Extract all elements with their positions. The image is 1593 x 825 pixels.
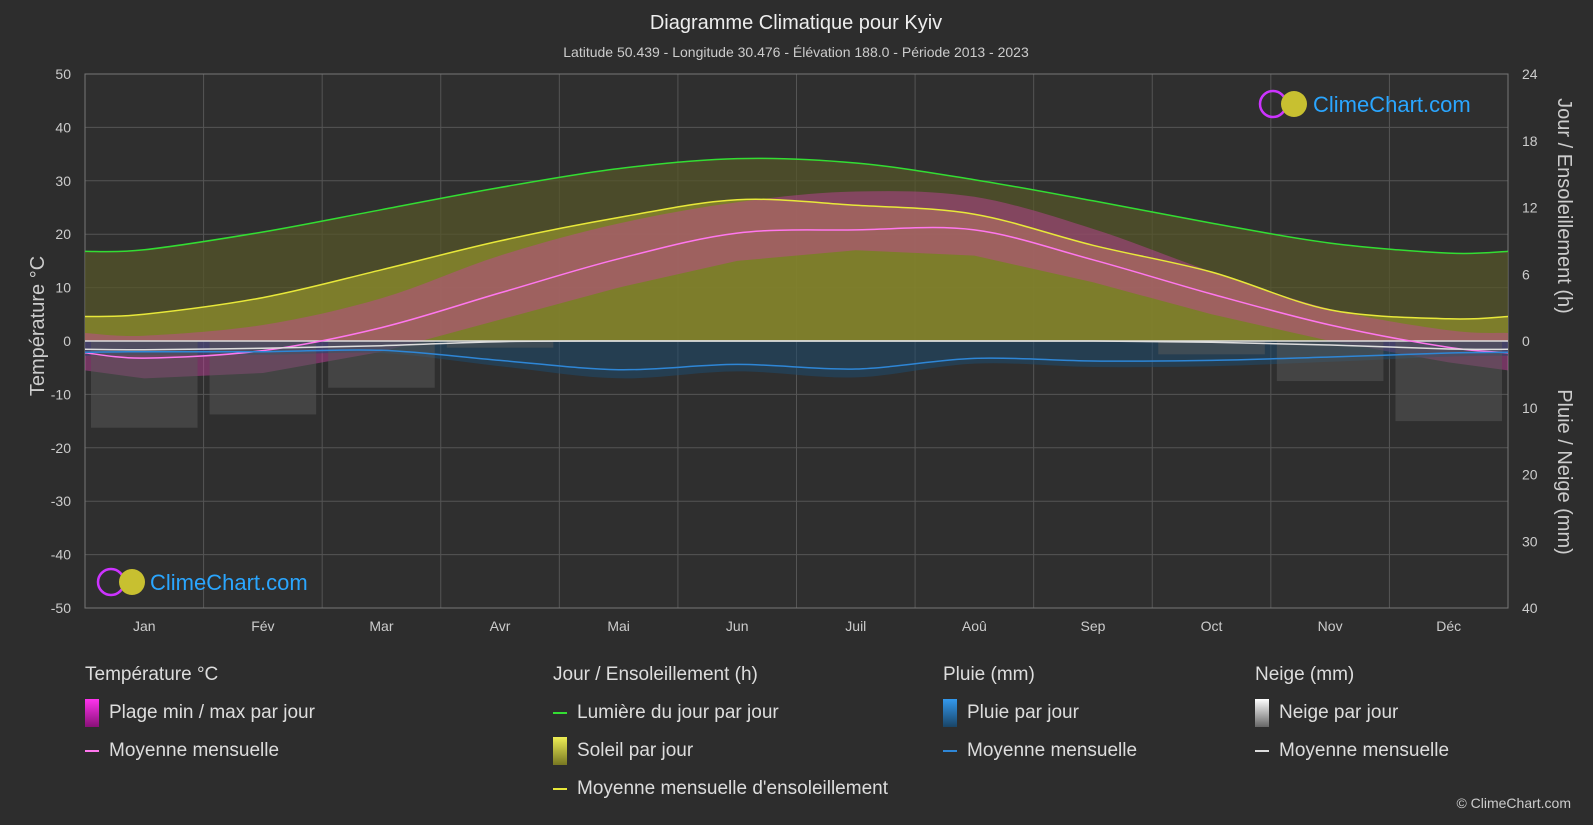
legend-snow-title: Neige (mm) [1255, 664, 1355, 685]
rain-band [85, 341, 1508, 379]
copyright: © ClimeChart.com [1456, 795, 1571, 811]
y-left-tick-label: -40 [51, 547, 71, 563]
legend-item-sunshine: Soleil par jour [553, 736, 888, 766]
legend-item-temp-range: Plage min / max par jour [85, 698, 315, 728]
x-tick-label: Mar [369, 618, 393, 634]
legend-label: Pluie par jour [967, 702, 1079, 723]
legend-item-rain-mean: Moyenne mensuelle [943, 736, 1137, 766]
y-right-bottom-tick-label: 20 [1522, 467, 1538, 483]
legend: Température °C Plage min / max par jour … [0, 660, 1593, 825]
x-tick-label: Jun [726, 618, 749, 634]
y-right-top-tick-label: 24 [1522, 66, 1538, 82]
x-tick-label: Avr [490, 618, 511, 634]
legend-sun-title: Jour / Ensoleillement (h) [553, 664, 758, 685]
snow-bar [91, 341, 198, 428]
logo-top: ClimeChart.com [1258, 89, 1471, 119]
legend-item-snow: Neige par jour [1255, 698, 1449, 728]
snow-mean-line [84, 340, 1509, 351]
swatch-temp-mean [85, 750, 99, 752]
swatch-snow-mean [1255, 750, 1269, 752]
y-left-tick-label: 30 [55, 173, 71, 189]
legend-rain-title: Pluie (mm) [943, 664, 1035, 685]
legend-label: Neige par jour [1279, 702, 1399, 723]
swatch-temp-range [85, 699, 99, 727]
legend-label: Moyenne mensuelle d'ensoleillement [577, 778, 888, 799]
y-right-top-tick-label: 12 [1522, 200, 1538, 216]
x-tick-label: Sep [1080, 618, 1105, 634]
swatch-sunshine-mean [553, 788, 567, 790]
legend-item-sunshine-mean: Moyenne mensuelle d'ensoleillement [553, 774, 888, 804]
y-left-tick-label: 20 [55, 226, 71, 242]
logo-sun-icon [119, 569, 145, 595]
chart-title: Diagramme Climatique pour Kyiv [650, 12, 942, 34]
legend-label: Lumière du jour par jour [577, 702, 779, 723]
y-right-bottom-tick-label: 40 [1522, 600, 1538, 616]
legend-rain: Pluie (mm) Pluie par jour Moyenne mensue… [943, 660, 1137, 774]
legend-label: Soleil par jour [577, 740, 694, 761]
y-left-tick-label: -50 [51, 600, 71, 616]
legend-item-temp-mean: Moyenne mensuelle [85, 736, 315, 766]
sunshine-band [85, 199, 1508, 341]
temperature-range-band [85, 191, 1508, 379]
legend-temperature: Température °C Plage min / max par jour … [85, 660, 315, 774]
logo-bottom: ClimeChart.com [96, 567, 308, 597]
rain-mean-line [84, 349, 1509, 371]
legend-label: Moyenne mensuelle [967, 740, 1138, 761]
temperature-mean-line [84, 226, 1509, 359]
swatch-rain-mean [943, 750, 957, 752]
legend-sun: Jour / Ensoleillement (h) Lumière du jou… [553, 660, 888, 812]
sunshine-mean-line [84, 198, 1509, 320]
climate-chart: Diagramme Climatique pour Kyiv Latitude … [27, 12, 1575, 634]
y-right-bottom-label: Pluie / Neige (mm) [1553, 389, 1575, 555]
y-left-tick-label: 10 [55, 280, 71, 296]
legend-item-daylight: Lumière du jour par jour [553, 698, 888, 728]
x-tick-label: Fév [251, 618, 274, 634]
x-tick-label: Mai [607, 618, 630, 634]
daylight-line [84, 157, 1509, 255]
legend-label: Plage min / max par jour [109, 702, 315, 723]
legend-snow: Neige (mm) Neige par jour Moyenne mensue… [1255, 660, 1449, 774]
y-right-top-tick-label: 18 [1522, 133, 1538, 149]
x-tick-label: Aoû [962, 618, 987, 634]
y-left-tick-label: -10 [51, 386, 71, 402]
y-left-tick-label: -30 [51, 493, 71, 509]
swatch-snow [1255, 699, 1269, 727]
y-left-tick-label: 40 [55, 119, 71, 135]
snow-bar [1158, 341, 1265, 355]
x-tick-label: Nov [1318, 618, 1343, 634]
y-right-top-tick-label: 6 [1522, 266, 1530, 282]
snow-bar [1276, 341, 1384, 382]
logo-text-bottom: ClimeChart.com [150, 570, 308, 595]
logo-text-top: ClimeChart.com [1313, 92, 1471, 117]
data-bands [85, 158, 1508, 428]
y-right-bottom-tick-label: 30 [1522, 533, 1538, 549]
logo-sun-icon [1281, 91, 1307, 117]
x-tick-label: Oct [1201, 618, 1223, 634]
series-lines [84, 157, 1509, 371]
swatch-sunshine [553, 737, 567, 765]
swatch-daylight [553, 712, 567, 714]
x-tick-label: Juil [845, 618, 866, 634]
legend-item-snow-mean: Moyenne mensuelle [1255, 736, 1449, 766]
legend-temperature-title: Température °C [85, 664, 219, 685]
y-right-bottom-tick-label: 10 [1522, 400, 1538, 416]
snow-bar [446, 341, 554, 348]
chart-subtitle: Latitude 50.439 - Longitude 30.476 - Élé… [563, 44, 1029, 60]
legend-label: Moyenne mensuelle [1279, 740, 1450, 761]
legend-item-rain: Pluie par jour [943, 698, 1137, 728]
y-right-top-tick-label: 0 [1522, 333, 1530, 349]
y-left-label: Température °C [27, 256, 49, 396]
y-right-top-label: Jour / Ensoleillement (h) [1553, 98, 1575, 314]
swatch-rain [943, 699, 957, 727]
snow-bar [209, 341, 317, 415]
y-left-tick-label: -20 [51, 440, 71, 456]
x-tick-label: Déc [1436, 618, 1461, 634]
y-left-tick-label: 0 [63, 333, 71, 349]
legend-label: Moyenne mensuelle [109, 740, 280, 761]
axis-ticks: 50 40 30 20 10 0 -10 -20 -30 -40 -50 24 18 12 6 0 10 20 30… [51, 66, 1538, 634]
y-left-tick-label: 50 [55, 66, 71, 82]
x-tick-label: Jan [133, 618, 156, 634]
snow-bar [328, 341, 435, 388]
